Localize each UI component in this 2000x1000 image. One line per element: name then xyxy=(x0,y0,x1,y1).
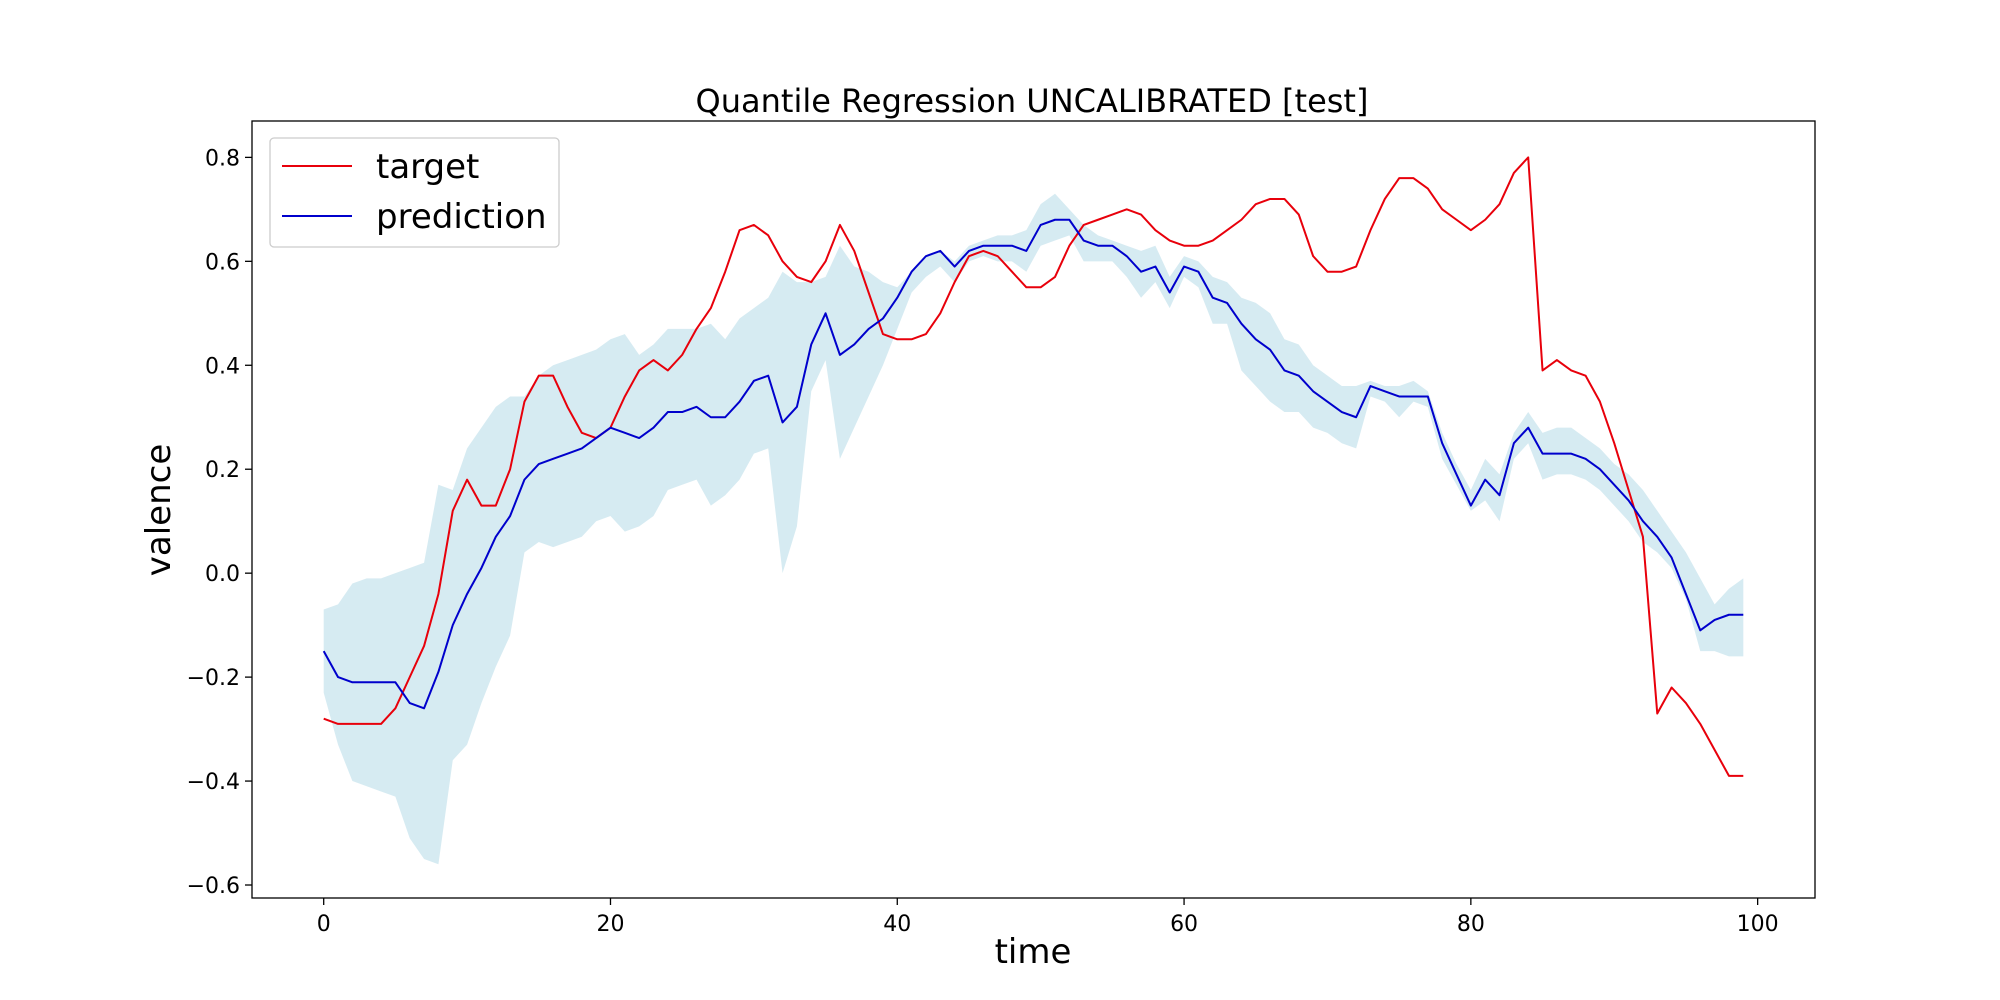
x-tick-label: 0 xyxy=(317,912,331,937)
y-tick-label: −0.6 xyxy=(187,874,240,899)
x-tick-label: 20 xyxy=(596,912,624,937)
y-tick-label: −0.4 xyxy=(187,770,240,795)
legend-label-target: target xyxy=(376,147,479,187)
series-line-target xyxy=(323,156,1744,777)
x-axis-label: time xyxy=(995,932,1072,972)
y-tick-label: 0.4 xyxy=(205,354,240,379)
y-tick-label: 0.6 xyxy=(205,250,240,275)
y-tick-label: 0.2 xyxy=(205,458,240,483)
series-line-prediction xyxy=(322,218,1744,710)
chart-title: Quantile Regression UNCALIBRATED [test] xyxy=(696,82,1369,120)
legend-label-prediction: prediction xyxy=(376,197,547,237)
x-axis-ticks: 0 20 40 60 80 100 xyxy=(317,898,1779,937)
y-tick-label: 0.8 xyxy=(205,146,240,171)
x-tick-label: 60 xyxy=(1170,912,1198,937)
plot-area-frame xyxy=(251,120,1816,899)
y-tick-label: −0.2 xyxy=(187,666,240,691)
x-tick-label: 100 xyxy=(1737,912,1779,937)
legend: target prediction xyxy=(269,137,560,248)
y-axis-label: valence xyxy=(139,444,179,576)
y-axis-ticks: −0.6 −0.4 −0.2 0.0 0.2 0.4 0.6 0.8 xyxy=(187,146,252,899)
y-tick-label: 0.0 xyxy=(205,562,240,587)
series-layer xyxy=(322,156,1744,777)
x-tick-label: 80 xyxy=(1457,912,1485,937)
quantile-band-layer xyxy=(323,193,1744,865)
prediction-quantile-band xyxy=(323,193,1744,865)
x-tick-label: 40 xyxy=(883,912,911,937)
